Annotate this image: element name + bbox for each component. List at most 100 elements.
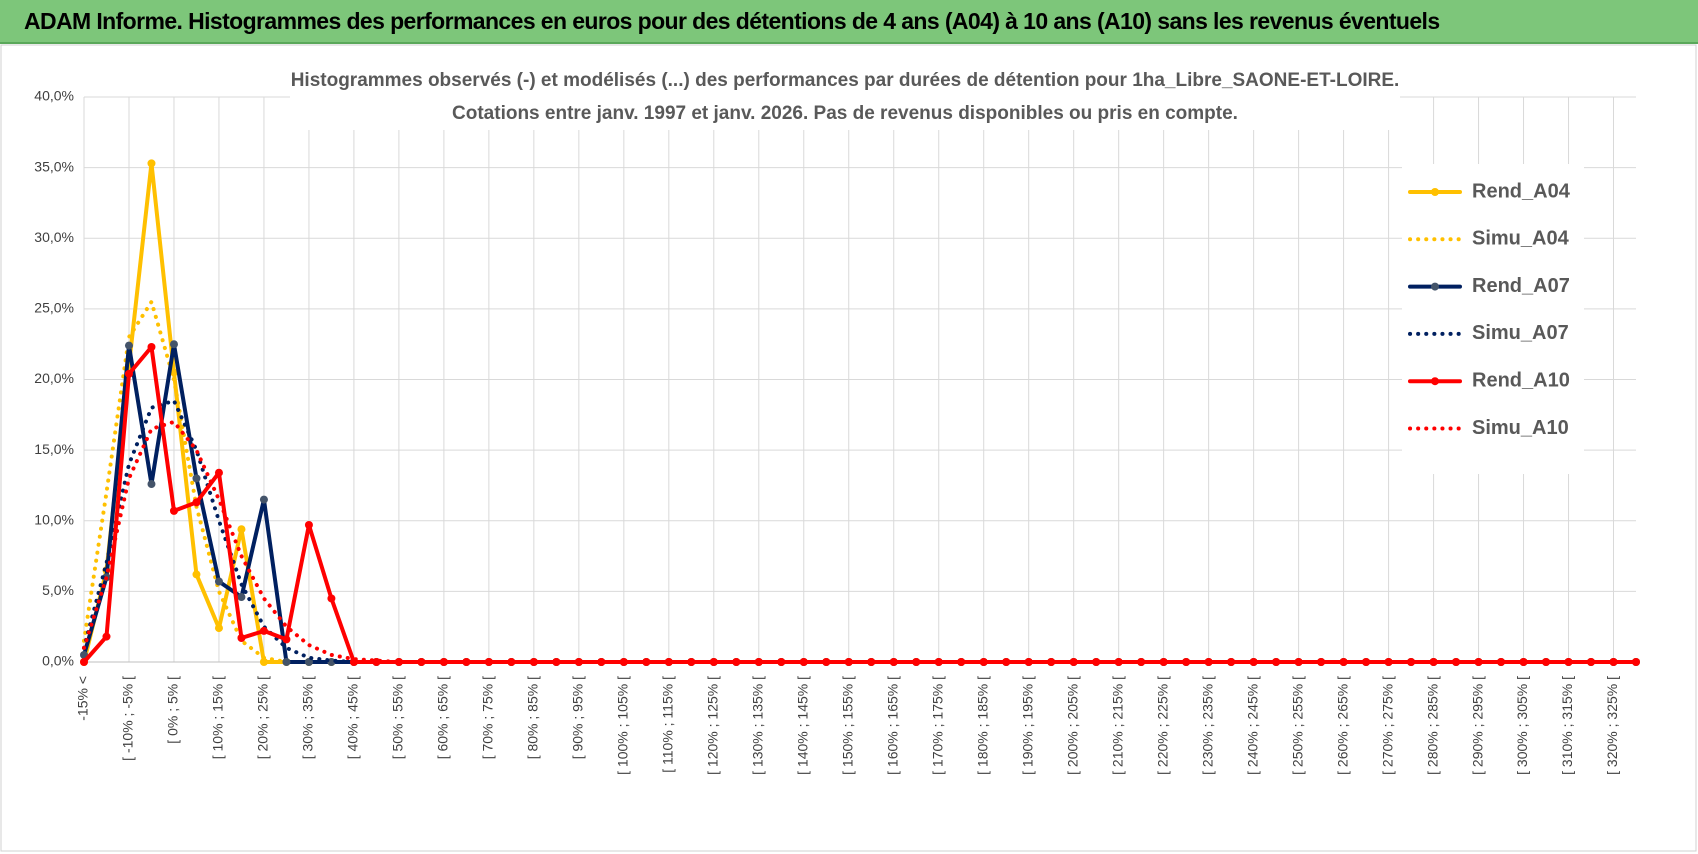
series-marker: [1564, 658, 1573, 666]
x-tick-label: [ 60% ; 65% [: [435, 676, 451, 759]
series-marker: [1474, 658, 1483, 666]
x-tick-label: [ 10% ; 15% [: [210, 676, 226, 759]
x-tick-label: [ 50% ; 55% [: [390, 676, 406, 759]
series-marker: [979, 658, 988, 666]
y-tick-label: 25,0%: [34, 300, 74, 316]
banner-title: ADAM Informe. Histogrammes des performan…: [24, 8, 1440, 34]
series-marker: [327, 594, 336, 603]
chart-title: Histogrammes observés (-) et modélisés (…: [291, 70, 1400, 91]
series-marker: [1092, 658, 1101, 666]
x-tick-label: [ 120% ; 125% [: [705, 676, 721, 775]
series-marker: [192, 498, 201, 507]
series-marker: [259, 495, 268, 504]
series-marker: [687, 658, 696, 666]
series-marker: [1587, 658, 1596, 666]
x-tick-label: [ 300% ; 305% [: [1514, 676, 1530, 775]
series-marker: [259, 626, 268, 635]
series-marker: [214, 624, 223, 633]
series-marker: [237, 633, 246, 642]
legend-background: [1402, 164, 1584, 474]
x-tick-label: [ 190% ; 195% [: [1019, 676, 1035, 775]
legend-label: Simu_A07: [1472, 322, 1569, 344]
series-marker: [574, 658, 583, 666]
series-marker: [102, 632, 111, 641]
series-marker: [147, 480, 156, 489]
series-marker: [1384, 658, 1393, 666]
x-tick-label: [ 80% ; 85% [: [525, 676, 541, 759]
series-marker: [259, 658, 268, 666]
x-tick-label: [ 320% ; 325% [: [1604, 676, 1620, 775]
series-marker: [777, 658, 786, 666]
legend-label: Simu_A10: [1472, 417, 1569, 439]
y-tick-label: 15,0%: [34, 441, 74, 457]
x-tick-label: [ 280% ; 285% [: [1424, 676, 1440, 775]
series-marker: [1272, 658, 1281, 666]
x-tick-label: [ 230% ; 235% [: [1199, 676, 1215, 775]
series-marker: [80, 658, 88, 666]
x-tick-label: [ 290% ; 295% [: [1469, 676, 1485, 775]
x-tick-label: [ 110% ; 115% [: [660, 676, 676, 773]
legend-marker: [1431, 377, 1439, 386]
legend-label: Rend_A04: [1472, 180, 1571, 202]
series-marker: [327, 658, 336, 666]
legend-label: Rend_A10: [1472, 369, 1570, 391]
series-marker: [237, 525, 246, 534]
x-tick-label: [ 70% ; 75% [: [480, 676, 496, 759]
legend-label: Rend_A07: [1472, 275, 1570, 297]
x-tick-label: -15% <: [75, 676, 91, 721]
series-marker: [1362, 658, 1371, 666]
title-background: [290, 64, 1400, 130]
series-marker: [1609, 658, 1618, 666]
y-tick-label: 0,0%: [42, 653, 74, 669]
x-tick-label: [ 260% ; 265% [: [1334, 676, 1350, 775]
x-tick-label: [ 250% ; 255% [: [1289, 676, 1305, 775]
x-tick-label: [ 150% ; 155% [: [839, 676, 855, 775]
series-marker: [664, 658, 673, 666]
series-marker: [1069, 658, 1078, 666]
series-marker: [214, 577, 223, 586]
x-tick-label: [ 270% ; 275% [: [1379, 676, 1395, 775]
series-marker: [867, 658, 876, 666]
series-marker: [1407, 658, 1416, 666]
y-tick-label: 40,0%: [34, 88, 74, 104]
series-marker: [462, 658, 471, 666]
series-marker: [147, 159, 156, 168]
x-tick-label: [ 220% ; 225% [: [1154, 676, 1170, 775]
series-marker: [124, 341, 133, 350]
series-marker: [169, 340, 178, 349]
series-marker: [1002, 658, 1011, 666]
x-tick-label: [ 130% ; 135% [: [749, 676, 765, 775]
x-tick-label: [ 20% ; 25% [: [255, 676, 271, 759]
series-marker: [147, 343, 156, 352]
series-marker: [1497, 658, 1506, 666]
x-tick-label: [ 170% ; 175% [: [929, 676, 945, 775]
x-tick-label: [ 160% ; 165% [: [884, 676, 900, 775]
chart: 0,0% 5,0% 10,0% 15,0% 20,0% 25,0% 30,0% 35,0% 40…: [0, 44, 1697, 852]
x-tick-label: [ 210% ; 215% [: [1109, 676, 1125, 775]
y-tick-label: 5,0%: [42, 582, 74, 598]
series-marker: [304, 520, 313, 529]
x-tick-label: [ 100% ; 105% [: [615, 676, 631, 775]
series-marker: [282, 635, 291, 644]
series-marker: [169, 506, 178, 515]
series-marker: [889, 658, 898, 666]
y-tick-label: 35,0%: [34, 158, 74, 174]
series-marker: [192, 570, 201, 579]
x-tick-label: [ 310% ; 315% [: [1559, 676, 1575, 775]
series-marker: [1182, 658, 1191, 666]
y-tick-label: 30,0%: [34, 229, 74, 245]
series-marker: [282, 658, 291, 666]
x-tick-label: [ 140% ; 145% [: [794, 676, 810, 775]
x-tick-label: [ -10% ; -5% [: [120, 676, 136, 761]
y-tick-label: 10,0%: [34, 511, 74, 527]
series-marker: [1294, 658, 1303, 666]
x-tick-label: [ 200% ; 205% [: [1064, 676, 1080, 775]
y-tick-label: 20,0%: [34, 370, 74, 386]
x-tick-label: [ 30% ; 35% [: [300, 676, 316, 759]
legend-marker: [1431, 282, 1439, 291]
x-tick-label: [ 240% ; 245% [: [1244, 676, 1260, 775]
legend-marker: [1431, 188, 1439, 196]
x-tick-label: [ 90% ; 95% [: [570, 676, 586, 759]
chart-subtitle: Cotations entre janv. 1997 et janv. 2026…: [452, 103, 1238, 124]
